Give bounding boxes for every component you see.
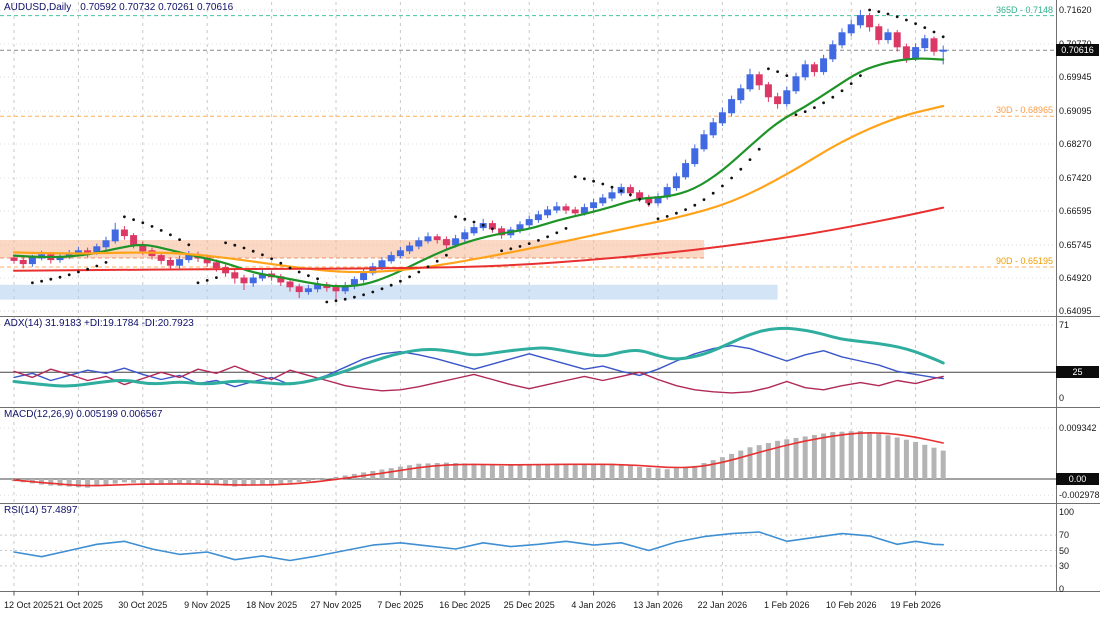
- macd-signal-line: [13, 432, 944, 487]
- date-label: 12 Oct 2025: [4, 600, 54, 610]
- ohlc-values-label: 0.70592 0.70732 0.70261 0.70616: [80, 2, 234, 13]
- adx-level-box: 25: [1056, 366, 1099, 378]
- date-label: 30 Oct 2025: [118, 600, 168, 610]
- chart-title: AUDUSD,Daily 0.70592 0.70732 0.70261 0.70…: [4, 2, 242, 13]
- date-label: 13 Jan 2026: [633, 600, 683, 610]
- price-tick-label: 0.64095: [1059, 306, 1092, 316]
- price-tick-label: 0.69095: [1059, 106, 1092, 116]
- date-label: 1 Feb 2026: [764, 600, 810, 610]
- parabolic-sar-layer: [31, 8, 945, 304]
- adx-tick-label: 0: [1059, 393, 1065, 403]
- rsi-tick-label: 70: [1059, 530, 1070, 541]
- price-tick-label: 0.67420: [1059, 173, 1092, 183]
- date-label: 10 Feb 2026: [825, 600, 877, 610]
- date-label: 4 Jan 2026: [571, 600, 616, 610]
- macd-tick-label: -0.002978: [1059, 490, 1100, 501]
- rsi-tick-label: 100: [1059, 507, 1075, 517]
- price-levels-layer: [0, 15, 1056, 268]
- adx-layer: [12, 326, 945, 394]
- price-tick-label: 0.66595: [1059, 206, 1092, 216]
- rsi-layer: [13, 531, 944, 562]
- price-tick-label: 0.71620: [1059, 5, 1092, 15]
- symbol-timeframe-label: AUDUSD,Daily: [4, 2, 72, 13]
- price-tick-label: 0.68270: [1059, 139, 1092, 149]
- ma-period-label: 90D - 0.65195: [995, 256, 1053, 266]
- date-label: 21 Oct 2025: [53, 600, 103, 610]
- date-label: 19 Feb 2026: [890, 600, 941, 610]
- rsi-tick-label: 30: [1059, 560, 1070, 571]
- rsi-panel-title: RSI(14) 57.4897: [4, 505, 78, 516]
- indicator-levels-layer: [0, 324, 1056, 567]
- date-label: 7 Dec 2025: [377, 600, 424, 610]
- price-tick-label: 0.65745: [1059, 240, 1092, 250]
- date-label: 16 Dec 2025: [439, 600, 491, 610]
- date-label: 25 Dec 2025: [503, 600, 555, 610]
- current-price-box: 0.70616: [1056, 44, 1099, 56]
- rsi-tick-label: 50: [1059, 545, 1070, 556]
- ma-period-label: 365D - 0.7148: [995, 4, 1053, 15]
- moving-averages-layer: [12, 57, 945, 288]
- macd-panel-title: MACD(12,26,9) 0.005199 0.006567: [4, 409, 163, 420]
- adx-panel-title: ADX(14) 31.9183 +DI:19.1784 -DI:20.7923: [4, 318, 194, 329]
- date-label: 27 Nov 2025: [310, 600, 362, 610]
- date-label: 22 Jan 2026: [697, 600, 748, 610]
- price-tick-label: 0.64920: [1059, 273, 1092, 283]
- rsi-tick-label: 0: [1059, 584, 1065, 594]
- panel-borders-layer: [0, 0, 1100, 596]
- price-tick-label: 0.69945: [1059, 72, 1092, 82]
- adx-tick-label: 71: [1059, 320, 1070, 330]
- macd-tick-label: 0.009342: [1059, 423, 1097, 433]
- macd-zero-box: 0.00: [1056, 473, 1099, 485]
- date-label: 9 Nov 2025: [184, 600, 231, 610]
- date-label: 18 Nov 2025: [246, 600, 298, 610]
- ma-period-label: 30D - 0.68965: [995, 105, 1053, 116]
